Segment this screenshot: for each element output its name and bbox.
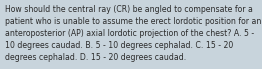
Text: patient who is unable to assume the erect lordotic position for an: patient who is unable to assume the erec… <box>5 17 261 26</box>
Text: 10 degrees caudad. B. 5 - 10 degrees cephalad. C. 15 - 20: 10 degrees caudad. B. 5 - 10 degrees cep… <box>5 41 233 50</box>
Text: anteroposterior (AP) axial lordotic projection of the chest? A. 5 -: anteroposterior (AP) axial lordotic proj… <box>5 29 254 38</box>
Text: degrees cephalad. D. 15 - 20 degrees caudad.: degrees cephalad. D. 15 - 20 degrees cau… <box>5 53 186 62</box>
Text: How should the central ray (CR) be angled to compensate for a: How should the central ray (CR) be angle… <box>5 5 253 14</box>
